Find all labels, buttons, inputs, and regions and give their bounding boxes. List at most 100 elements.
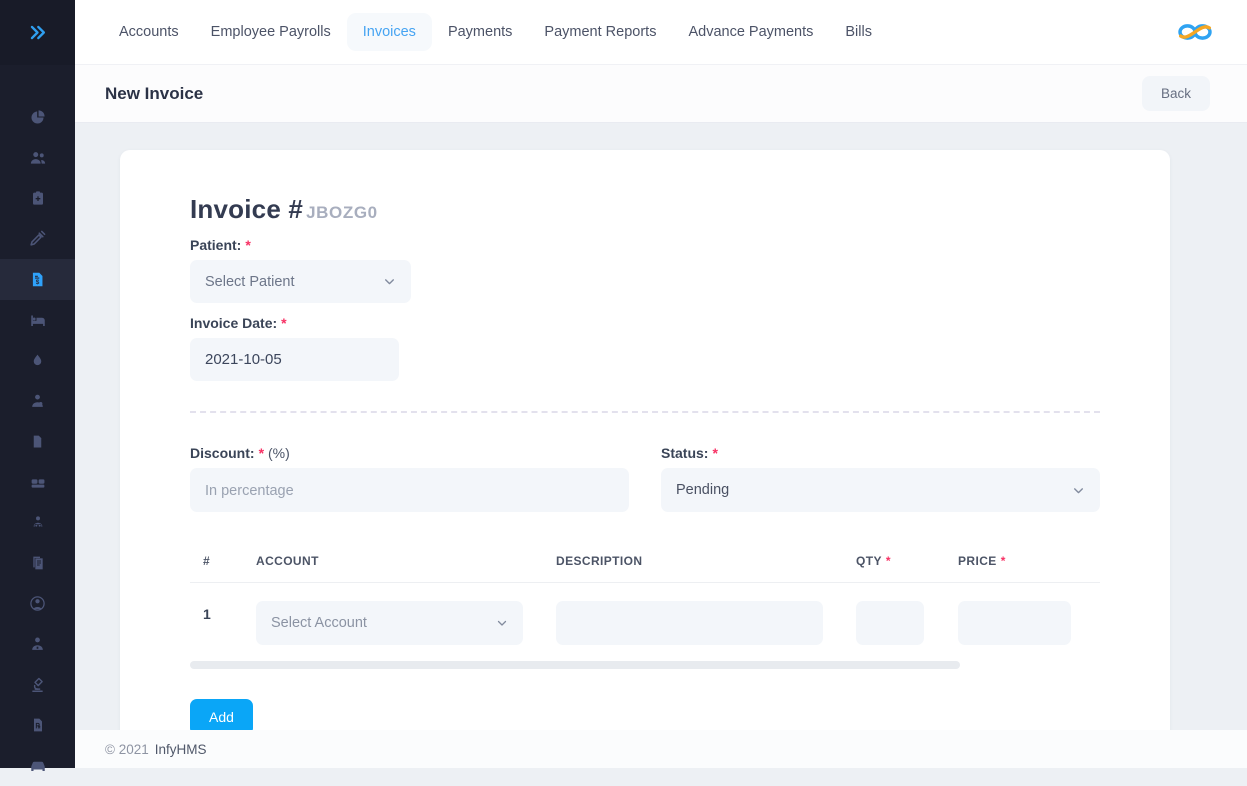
invoice-title-row: Invoice # JBOZG0 xyxy=(190,194,1100,225)
chevron-down-icon xyxy=(1072,484,1085,497)
chevron-down-icon xyxy=(383,275,396,288)
nav-item-employee-payrolls[interactable]: Employee Payrolls xyxy=(210,24,331,40)
sidebar-item-inventory[interactable] xyxy=(0,462,75,503)
top-navigation: Accounts Employee Payrolls Invoices Paym… xyxy=(75,0,1247,65)
account-select[interactable]: Select Account xyxy=(256,601,523,645)
invoice-date-input[interactable] xyxy=(190,338,399,381)
sidebar: $ xyxy=(0,0,75,772)
column-header-price: PRICE * xyxy=(958,554,1100,568)
invoice-date-label-text: Invoice Date: xyxy=(190,315,278,331)
column-header-account: ACCOUNT xyxy=(256,554,556,568)
column-header-qty: QTY * xyxy=(856,554,958,568)
sidebar-item-doctors[interactable] xyxy=(0,583,75,624)
items-table-header: # ACCOUNT DESCRIPTION QTY * PRICE * xyxy=(190,554,1100,583)
sidebar-item-patients[interactable] xyxy=(0,138,75,179)
discount-status-row: Discount: * (%) Status: * Pending xyxy=(190,433,1100,512)
sidebar-item-pathology[interactable] xyxy=(0,664,75,705)
invoice-title: Invoice # xyxy=(190,194,304,224)
invoice-date-label: Invoice Date: * xyxy=(190,315,1100,331)
row-number: 1 xyxy=(203,606,211,622)
prescription-file-icon xyxy=(30,717,46,733)
status-select[interactable]: Pending xyxy=(661,468,1100,512)
patient-label-text: Patient: xyxy=(190,237,242,253)
sidebar-item-vaccinations[interactable] xyxy=(0,219,75,260)
pie-chart-icon xyxy=(29,109,46,126)
users-icon xyxy=(29,149,47,167)
bed-icon xyxy=(29,311,47,329)
required-asterisk: * xyxy=(885,554,891,568)
status-label-text: Status: xyxy=(661,445,709,461)
sidebar-item-staff[interactable] xyxy=(0,381,75,422)
sidebar-item-ambulance[interactable] xyxy=(0,745,75,786)
status-label: Status: * xyxy=(661,445,1100,461)
clipboard-plus-icon xyxy=(30,190,46,206)
sidebar-expand-toggle[interactable] xyxy=(0,0,75,65)
section-divider xyxy=(190,411,1100,413)
sidebar-item-prescriptions[interactable] xyxy=(0,705,75,746)
discount-label-text: Discount: xyxy=(190,445,255,461)
sidebar-item-reports[interactable] xyxy=(0,543,75,584)
syringe-icon xyxy=(29,230,46,247)
user-circle-icon xyxy=(29,595,46,612)
required-asterisk: * xyxy=(1000,554,1006,568)
main-content: Invoice # JBOZG0 Patient: * Select Patie… xyxy=(75,123,1247,730)
sidebar-item-appointments[interactable] xyxy=(0,178,75,219)
required-asterisk: * xyxy=(281,315,287,331)
sidebar-item-case-handlers[interactable] xyxy=(0,502,75,543)
required-asterisk: * xyxy=(245,237,251,253)
back-button[interactable]: Back xyxy=(1141,76,1210,111)
column-header-description-text: DESCRIPTION xyxy=(556,554,643,568)
nav-item-bills[interactable]: Bills xyxy=(845,24,872,40)
brand-logo[interactable] xyxy=(1177,18,1213,46)
discount-unit-suffix: (%) xyxy=(268,445,290,461)
footer-brand: InfyHMS xyxy=(154,741,207,757)
discount-input[interactable] xyxy=(190,468,629,512)
description-input[interactable] xyxy=(556,601,823,645)
vehicle-icon xyxy=(29,756,47,774)
account-cell: Select Account xyxy=(256,601,556,645)
page-title: New Invoice xyxy=(105,83,204,103)
nav-item-invoices[interactable]: Invoices xyxy=(346,13,432,51)
price-input[interactable] xyxy=(958,601,1071,645)
new-invoice-card: Invoice # JBOZG0 Patient: * Select Patie… xyxy=(120,150,1170,730)
column-header-account-text: ACCOUNT xyxy=(256,554,319,568)
description-cell xyxy=(556,601,856,645)
sidebar-item-billing[interactable]: $ xyxy=(0,259,75,300)
nav-item-accounts[interactable]: Accounts xyxy=(119,24,179,40)
patient-label: Patient: * xyxy=(190,237,1100,253)
nav-item-advance-payments[interactable]: Advance Payments xyxy=(688,24,814,40)
blood-drop-icon xyxy=(30,353,45,368)
sidebar-menu: $ xyxy=(0,97,75,786)
qty-cell xyxy=(856,601,958,645)
column-header-price-text: PRICE xyxy=(958,554,997,568)
nav-item-payments[interactable]: Payments xyxy=(447,24,513,40)
column-header-qty-text: QTY xyxy=(856,554,882,568)
account-select-value: Select Account xyxy=(271,615,367,631)
file-report-icon xyxy=(30,555,46,571)
footer: © 2021 InfyHMS xyxy=(75,730,1247,768)
nav-item-payment-reports[interactable]: Payment Reports xyxy=(544,24,657,40)
user-icon xyxy=(29,635,46,652)
user-search-icon xyxy=(30,514,46,530)
sidebar-item-blood-bank[interactable] xyxy=(0,340,75,381)
status-field: Status: * Pending xyxy=(661,433,1100,512)
sidebar-item-bed-management[interactable] xyxy=(0,300,75,341)
status-select-value: Pending xyxy=(676,482,730,498)
qty-input[interactable] xyxy=(856,601,924,645)
page-header: New Invoice Back xyxy=(75,65,1247,123)
chevrons-right-icon xyxy=(28,23,47,42)
sidebar-item-dashboard[interactable] xyxy=(0,97,75,138)
horizontal-scrollbar[interactable] xyxy=(190,661,960,669)
discount-label: Discount: * (%) xyxy=(190,445,629,461)
patient-select[interactable]: Select Patient xyxy=(190,260,411,303)
copyright-text: © 2021 xyxy=(105,741,149,757)
sidebar-item-documents[interactable] xyxy=(0,421,75,462)
add-row-button[interactable]: Add xyxy=(190,699,253,730)
invoice-document-icon: $ xyxy=(29,271,46,288)
sidebar-item-nurses[interactable] xyxy=(0,624,75,665)
invoice-code: JBOZG0 xyxy=(306,203,378,222)
patient-select-value: Select Patient xyxy=(205,273,295,290)
person-icon xyxy=(29,392,46,409)
svg-text:$: $ xyxy=(36,279,40,286)
chevron-down-icon xyxy=(496,617,508,629)
